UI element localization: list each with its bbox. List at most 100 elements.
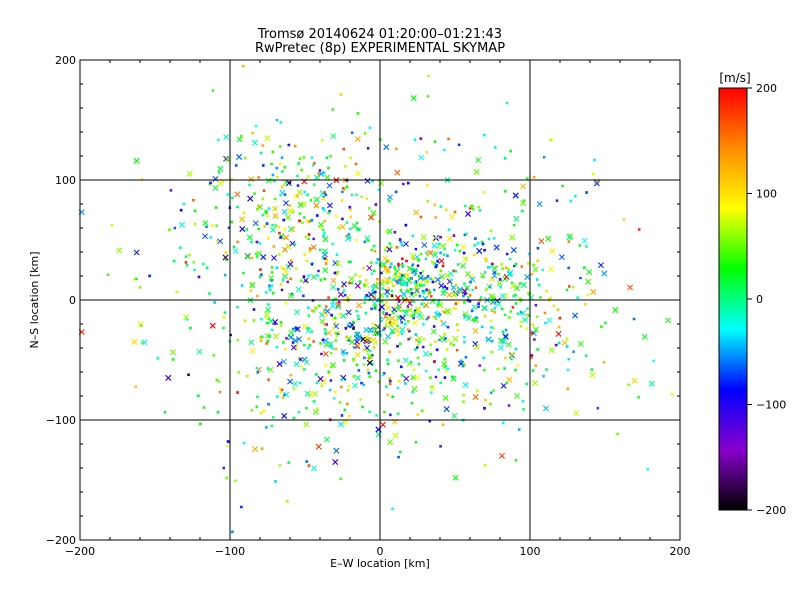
data-point-dot (412, 300, 416, 304)
data-point-dot (307, 314, 311, 318)
data-point-dot (489, 331, 493, 335)
data-point-dot (503, 356, 508, 360)
data-point-cross (438, 273, 445, 280)
data-point-dot (298, 357, 303, 361)
data-point-dot (319, 341, 323, 345)
data-point-dot (293, 242, 297, 246)
data-point-dot (280, 265, 284, 269)
data-point-dot (511, 305, 515, 309)
data-point-dot (379, 316, 383, 320)
data-point-dot (493, 145, 497, 149)
data-point-dot (532, 263, 536, 267)
data-point-dot (292, 387, 296, 391)
data-point-cross (236, 153, 243, 160)
data-point-dot (336, 270, 340, 274)
data-point-cross (333, 447, 340, 454)
data-point-dot (329, 345, 333, 349)
data-point-cross (536, 201, 543, 208)
data-point-cross (323, 436, 330, 443)
data-point-cross (545, 235, 552, 242)
data-point-dot (457, 143, 461, 147)
data-point-dot (603, 321, 607, 325)
x-tick-label: −100 (215, 545, 245, 558)
data-point-dot (443, 376, 447, 380)
data-point-dot (397, 455, 401, 459)
data-point-cross (322, 350, 329, 357)
data-point-dot (202, 405, 206, 410)
data-point-dot (379, 271, 384, 275)
data-point-dot (411, 267, 415, 271)
data-point-dot (387, 199, 391, 203)
data-point-cross (641, 333, 648, 340)
data-point-dot (411, 257, 415, 261)
data-point-dot (417, 340, 421, 344)
data-point-dot (496, 367, 500, 371)
data-point-dot (132, 277, 136, 281)
data-point-dot (421, 269, 425, 273)
data-point-cross (451, 291, 457, 298)
data-point-dot (602, 360, 606, 364)
data-point-dot (490, 262, 494, 266)
data-point-cross (372, 339, 379, 346)
data-point-cross (232, 248, 239, 255)
data-point-cross (313, 196, 320, 203)
data-point-dot (405, 283, 409, 287)
data-point-dot (392, 277, 396, 281)
data-point-cross (368, 214, 375, 221)
data-point-dot (384, 385, 388, 389)
data-point-dot (565, 345, 569, 349)
data-point-dot (327, 370, 331, 374)
data-point-dot (340, 377, 344, 381)
data-point-dot (453, 210, 457, 214)
data-point-dot (368, 410, 372, 414)
data-point-dot (335, 253, 339, 257)
data-point-dot (471, 288, 475, 292)
data-point-dot (215, 239, 219, 243)
data-point-dot (316, 274, 320, 278)
data-point-dot (255, 240, 259, 244)
data-point-dot (343, 164, 347, 168)
data-point-cross (472, 327, 479, 334)
data-point-cross (293, 326, 300, 333)
data-point-dot (461, 294, 465, 298)
data-point-cross (577, 340, 584, 347)
data-point-dot (567, 284, 571, 288)
data-point-dot (446, 325, 450, 329)
data-point-dot (336, 287, 340, 291)
data-point-dot (315, 381, 319, 385)
data-point-cross (335, 301, 342, 308)
data-point-dot (319, 226, 323, 230)
data-point-dot (303, 190, 307, 194)
data-point-dot (401, 309, 406, 313)
data-point-cross (585, 278, 592, 285)
data-point-dot (406, 319, 410, 323)
data-point-cross (209, 322, 216, 329)
data-point-cross (319, 190, 326, 197)
data-point-dot (258, 241, 262, 245)
data-point-dot (396, 263, 400, 267)
data-point-dot (401, 296, 405, 300)
data-point-dot (443, 357, 447, 361)
data-point-cross (202, 233, 208, 240)
data-point-dot (394, 190, 398, 194)
data-point-cross (271, 255, 278, 261)
data-point-cross (500, 338, 507, 345)
data-point-dot (413, 273, 417, 277)
data-point-dot (470, 204, 474, 208)
data-point-dot (567, 266, 571, 270)
data-point-dot (391, 507, 395, 511)
data-point-dot (370, 179, 375, 183)
data-point-dot (509, 149, 513, 153)
data-point-cross (573, 410, 580, 417)
data-point-dot (446, 338, 450, 342)
data-point-dot (350, 131, 354, 135)
data-point-cross (236, 136, 243, 143)
data-point-dot (416, 356, 420, 360)
data-point-dot (429, 277, 433, 281)
data-point-dot (670, 392, 674, 396)
data-point-dot (439, 251, 443, 255)
data-point-dot (386, 362, 390, 366)
data-point-cross (514, 392, 520, 399)
data-point-dot (373, 249, 377, 253)
data-point-dot (106, 273, 110, 277)
